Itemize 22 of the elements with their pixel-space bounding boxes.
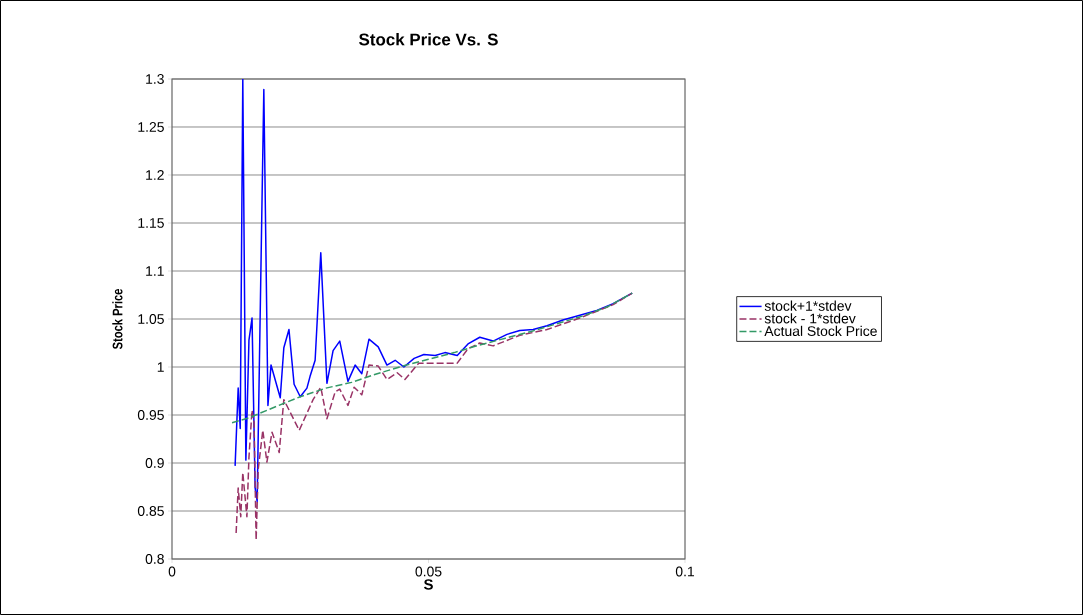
y-axis-title: Stock Price	[112, 289, 123, 350]
x-tick-label: 0.1	[675, 566, 695, 577]
y-tick-label: 1.15	[138, 218, 164, 228]
legend-label: stock - 1*stdev	[764, 313, 856, 324]
y-tick-label: 0.85	[137, 506, 164, 516]
y-tick-label: 0.8	[145, 554, 164, 564]
x-axis-title: S	[423, 579, 433, 590]
y-tick-label: 1.2	[146, 170, 164, 180]
legend-label: Actual Stock Price	[764, 325, 877, 337]
chart-title: Stock Price Vs. S	[359, 33, 498, 46]
y-tick-label: 1.05	[138, 314, 164, 324]
y-tick-label: 0.9	[145, 458, 164, 468]
y-tick-label: 1	[157, 362, 164, 372]
x-tick-label: 0.05	[415, 566, 442, 577]
line-series	[235, 292, 633, 541]
x-tick-label: 0	[168, 566, 176, 577]
y-tick-label: 1.3	[146, 74, 164, 84]
y-tick-label: 1.25	[138, 122, 164, 132]
legend-label: stock+1*stdev	[764, 300, 852, 311]
line-series	[231, 292, 633, 424]
y-tick-label: 0.95	[137, 410, 164, 420]
y-tick-label: 1.1	[146, 266, 164, 276]
